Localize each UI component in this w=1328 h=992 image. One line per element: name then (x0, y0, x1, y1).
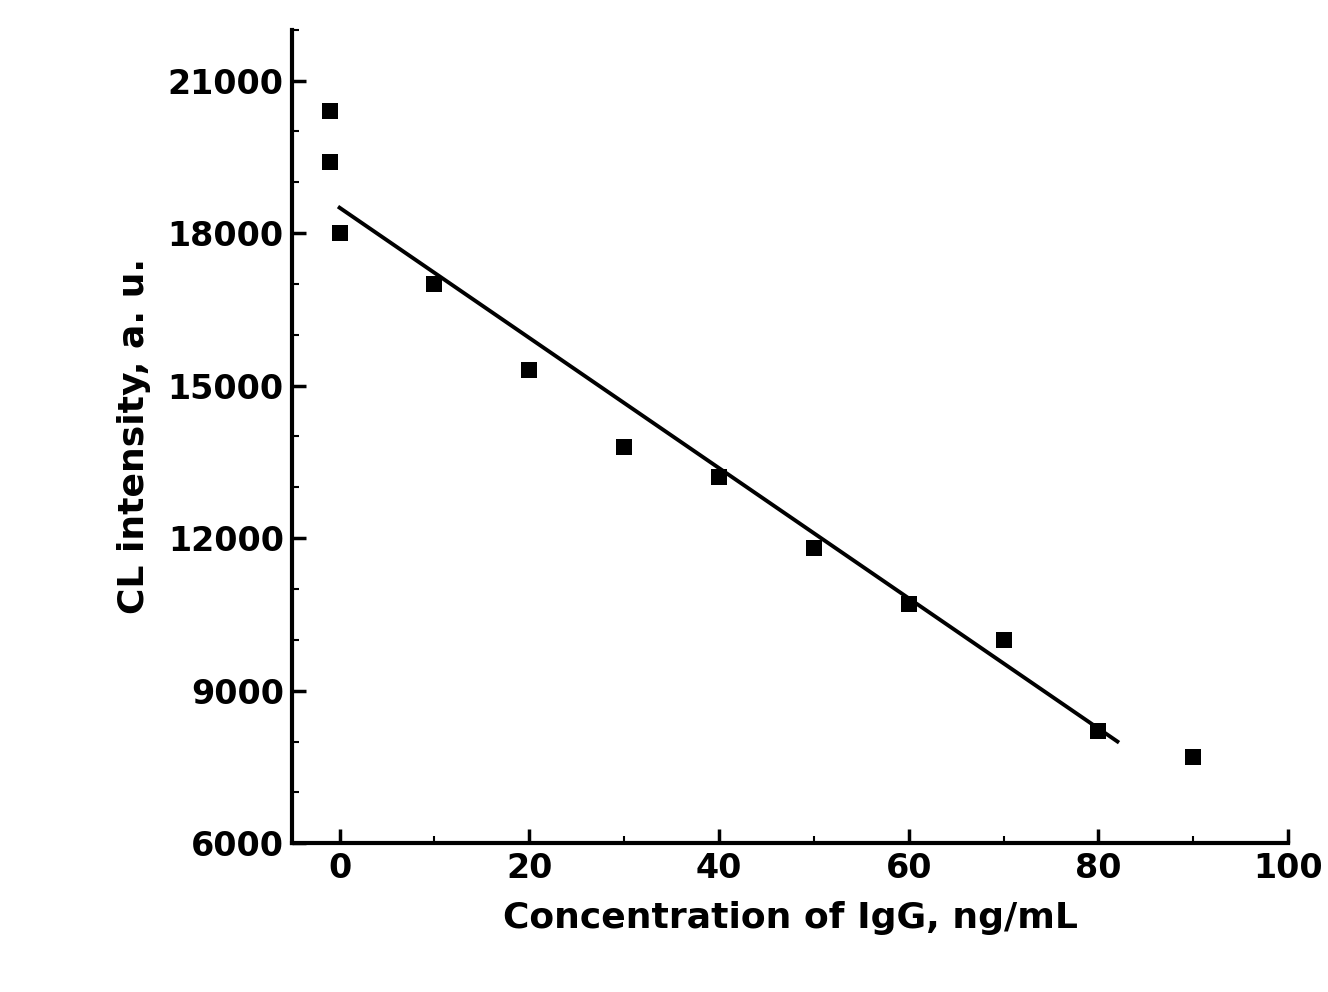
Point (614, 438, 635, 454)
X-axis label: Concentration of IgG, ng/mL: Concentration of IgG, ng/mL (503, 901, 1077, 935)
Point (519, 362, 540, 378)
Point (424, 276, 445, 292)
Y-axis label: CL intensity, a. u.: CL intensity, a. u. (117, 259, 151, 614)
Point (1183, 749, 1204, 765)
Point (1088, 723, 1109, 739)
Point (320, 154, 341, 170)
Point (803, 541, 825, 557)
Point (320, 103, 341, 119)
Point (329, 225, 351, 241)
Point (993, 632, 1015, 648)
Point (708, 469, 729, 485)
Point (898, 596, 919, 612)
